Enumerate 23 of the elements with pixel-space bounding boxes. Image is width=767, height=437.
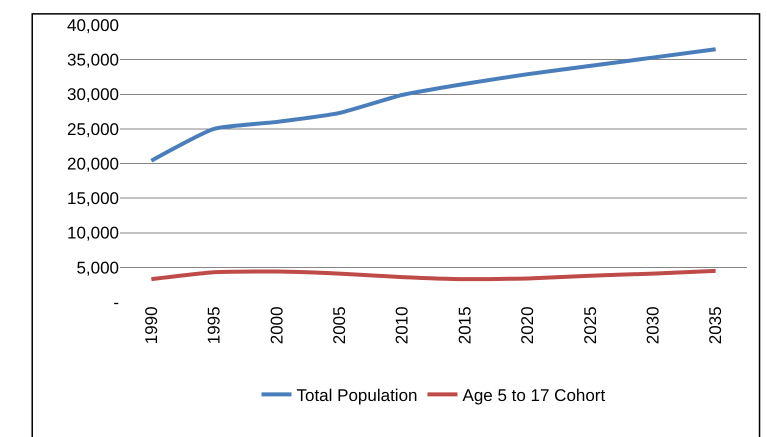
x-tick-label: 1995	[204, 306, 224, 344]
x-tick-label: 2030	[643, 306, 662, 344]
line-series	[149, 47, 718, 163]
x-tick-label: 2020	[518, 306, 538, 344]
y-tick-label: -	[113, 292, 119, 312]
legend-label: Total Population	[296, 386, 418, 405]
x-tick-label: 2005	[330, 306, 349, 344]
y-tick-label: 30,000	[67, 85, 119, 104]
y-tick-label: 15,000	[67, 189, 119, 208]
x-tick-label: 2025	[580, 306, 600, 344]
y-tick-label: 10,000	[67, 224, 119, 243]
x-tick-label: 2010	[392, 306, 412, 344]
y-tick-label: 20,000	[67, 154, 119, 174]
y-tick-label: 40,000	[67, 16, 119, 35]
x-tick-label: 2015	[455, 306, 474, 344]
x-tick-label: 1990	[142, 306, 161, 344]
x-tick-label: 2000	[267, 306, 286, 344]
y-tick-label: 35,000	[67, 50, 119, 70]
y-tick-label: 5,000	[76, 258, 119, 278]
x-tick-label: 2035	[706, 306, 726, 344]
legend-label: Age 5 to 17 Cohort	[462, 386, 606, 405]
line-series	[149, 268, 718, 282]
y-tick-label: 25,000	[67, 120, 119, 139]
